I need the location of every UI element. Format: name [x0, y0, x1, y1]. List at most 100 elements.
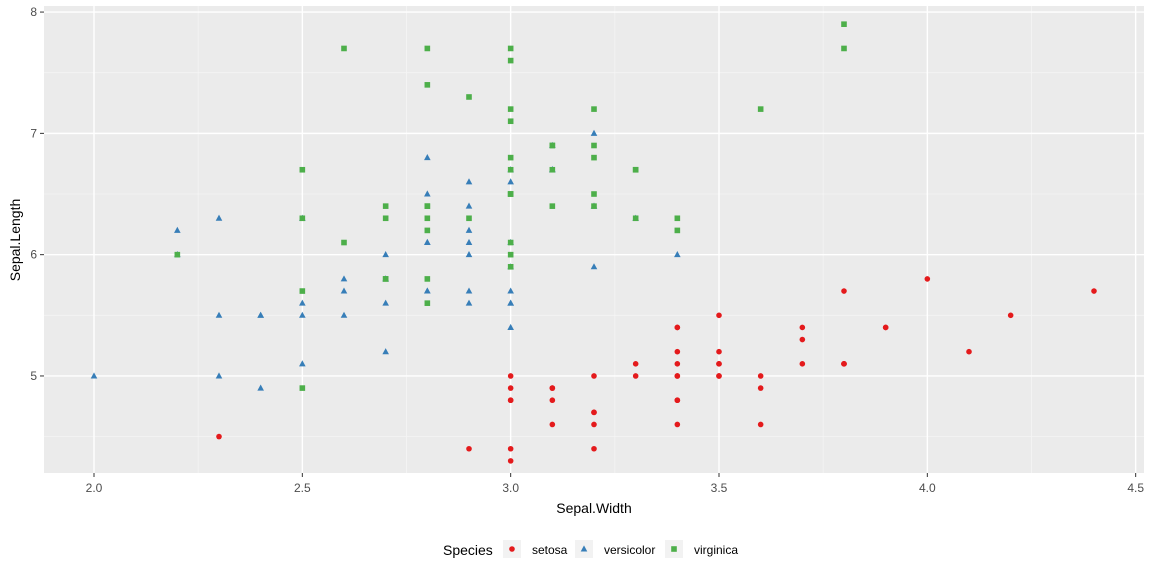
virginica-point-19	[174, 251, 181, 258]
versicolor-point-49	[424, 287, 431, 294]
plot-panel	[44, 6, 1144, 473]
versicolor-point-47	[465, 226, 473, 233]
setosa-point-36	[716, 312, 722, 319]
virginica-point-33	[424, 215, 431, 222]
legend-label-setosa: setosa	[532, 543, 568, 557]
virginica-point-30	[424, 82, 431, 88]
legend-title: Species	[443, 542, 493, 558]
y-tick-label-3: 8	[30, 5, 37, 19]
versicolor-point-46	[465, 287, 473, 294]
versicolor-point-4	[424, 190, 431, 197]
virginica-point-25	[591, 106, 597, 112]
setosa-point-27	[716, 348, 722, 355]
versicolor-point-20	[590, 263, 598, 270]
virginica-point-17	[841, 45, 847, 52]
virginica-point-22	[424, 45, 431, 52]
versicolor-point-8	[465, 178, 473, 185]
virginica-point-49	[507, 263, 514, 270]
y-axis-ticks: 5 6 7 8	[30, 5, 44, 383]
virginica-point-45	[507, 166, 514, 173]
virginica-point-2	[507, 118, 514, 125]
virginica-point-31	[841, 21, 847, 27]
legend-marker-setosa	[509, 546, 515, 552]
setosa-point-8	[466, 445, 472, 452]
setosa-point-24	[674, 397, 681, 404]
versicolor-point-31	[257, 311, 264, 318]
data-points	[90, 21, 1097, 464]
setosa-point-16	[882, 324, 889, 331]
versicolor-point-26	[424, 154, 431, 161]
setosa-point-25	[507, 373, 514, 379]
setosa-point-37	[757, 385, 764, 391]
versicolor-point-42	[340, 275, 348, 282]
virginica-point-32	[424, 203, 431, 209]
versicolor-point-40	[340, 311, 348, 318]
virginica-point-18	[341, 45, 347, 52]
virginica-point-35	[507, 45, 514, 52]
versicolor-point-28	[465, 251, 473, 258]
major-gridlines	[44, 6, 1144, 473]
virginica-point-0	[632, 215, 639, 222]
virginica-point-9	[757, 106, 764, 112]
versicolor-point-44	[382, 299, 389, 306]
setosa-point-41	[216, 433, 222, 440]
versicolor-point-0	[590, 129, 598, 136]
versicolor-point-25	[507, 178, 514, 185]
versicolor-point-13	[465, 238, 473, 246]
versicolor-point-48	[299, 360, 306, 367]
virginica-point-38	[507, 251, 514, 258]
setosa-point-43	[716, 373, 722, 379]
setosa-point-34	[549, 385, 556, 391]
versicolor-point-35	[674, 251, 681, 258]
setosa-point-14	[924, 276, 931, 282]
x-axis-title: Sepal.Width	[556, 500, 631, 516]
virginica-point-26	[424, 227, 431, 234]
virginica-point-13	[299, 288, 306, 294]
versicolor-point-18	[174, 226, 181, 233]
setosa-point-29	[591, 409, 597, 416]
virginica-point-48	[674, 227, 681, 234]
setosa-point-30	[549, 397, 556, 404]
setosa-point-22	[757, 421, 764, 428]
virginica-point-47	[507, 191, 514, 197]
virginica-point-41	[549, 142, 556, 149]
versicolor-point-19	[299, 299, 306, 306]
setosa-point-42	[591, 445, 597, 452]
virginica-point-12	[507, 154, 514, 161]
virginica-point-43	[591, 154, 597, 161]
virginica-point-42	[382, 276, 389, 282]
virginica-point-11	[382, 203, 389, 209]
virginica-point-29	[507, 106, 514, 112]
setosa-point-28	[674, 348, 681, 355]
setosa-point-3	[549, 421, 556, 428]
setosa-point-1	[507, 385, 514, 391]
virginica-point-15	[591, 203, 597, 209]
setosa-point-47	[591, 421, 597, 428]
virginica-point-8	[299, 166, 306, 173]
x-tick-label-4: 4.0	[919, 481, 936, 495]
versicolor-point-9	[382, 348, 389, 355]
virginica-point-34	[341, 239, 347, 246]
setosa-point-49	[632, 373, 639, 379]
virginica-point-20	[591, 142, 597, 149]
setosa-point-48	[799, 336, 806, 343]
y-axis-title: Sepal.Length	[7, 199, 23, 282]
virginica-point-21	[424, 300, 431, 306]
x-tick-label-0: 2.0	[86, 481, 103, 495]
virginica-point-6	[299, 385, 306, 391]
virginica-point-46	[299, 215, 306, 222]
x-tick-label-2: 3.0	[502, 481, 519, 495]
setosa-point-13	[507, 458, 514, 464]
versicolor-point-7	[257, 384, 264, 391]
setosa-point-31	[674, 324, 681, 331]
versicolor-point-34	[507, 323, 514, 330]
versicolor-point-38	[507, 299, 514, 306]
y-tick-label-0: 5	[30, 369, 37, 383]
versicolor-point-37	[215, 214, 223, 221]
setosa-point-23	[632, 361, 639, 367]
setosa-point-21	[799, 361, 806, 367]
legend-label-virginica: virginica	[694, 543, 738, 557]
virginica-point-40	[549, 166, 556, 173]
virginica-point-23	[382, 215, 389, 222]
